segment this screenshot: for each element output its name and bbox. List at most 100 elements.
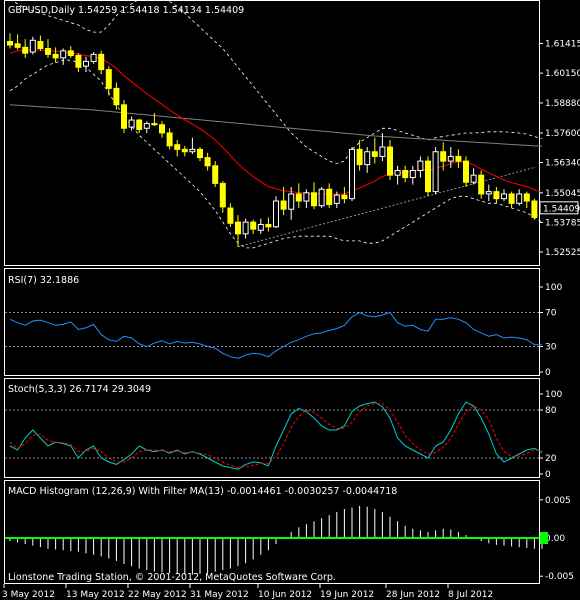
price-plot <box>7 0 545 249</box>
candle-body <box>508 193 515 204</box>
x-tick-label: 22 May 2012 <box>128 590 187 600</box>
candle-body <box>425 160 431 193</box>
candle-body <box>212 165 219 184</box>
candle-body <box>204 157 211 167</box>
candle-body <box>143 123 150 129</box>
candle-body <box>280 200 287 210</box>
candle-body <box>531 200 538 218</box>
bollinger-upper-line <box>10 0 543 164</box>
candle-body <box>14 43 21 48</box>
macd-header: MACD Histogram (12,26,9) With Filter MA(… <box>8 486 397 497</box>
candle-body <box>463 160 469 183</box>
candle-body <box>22 46 29 54</box>
candle-body <box>29 39 36 53</box>
rsi-y-tick-label: 0 <box>545 368 551 378</box>
x-tick-label: 3 May 2012 <box>2 590 55 600</box>
stoch-y-tick-label: 0 <box>545 470 551 480</box>
stoch-y-tick-label: 20 <box>545 454 557 464</box>
bollinger-lower-line <box>9 59 543 249</box>
candle-body <box>90 53 97 62</box>
candle-body <box>105 69 112 89</box>
candle-body <box>189 148 196 153</box>
price-y-tick-label: 1.58880 <box>545 99 580 109</box>
stoch-panel-frame <box>4 378 540 478</box>
candle-body <box>197 148 203 159</box>
candle-body <box>326 188 333 206</box>
moving-average-fast-line <box>9 49 543 195</box>
rsi-line <box>9 311 542 359</box>
x-tick-label: 13 May 2012 <box>66 590 125 600</box>
candle-body <box>295 193 302 202</box>
candle-body <box>273 200 279 228</box>
candle-body <box>303 192 310 202</box>
candle-body <box>227 207 234 224</box>
candle-body <box>60 50 67 59</box>
candle-body <box>409 170 416 179</box>
candle-body <box>516 193 523 204</box>
candle-body <box>242 221 249 235</box>
x-tick-label: 31 May 2012 <box>190 590 249 600</box>
macd-panel-frame <box>4 480 540 584</box>
candle-body <box>235 221 241 235</box>
candle-body <box>181 148 188 153</box>
price-y-tick-label: 1.52525 <box>545 248 580 258</box>
moving-average-slow-line <box>9 104 543 147</box>
candle-body <box>470 174 477 183</box>
macd-y-tick-label: 0.005 <box>545 496 571 506</box>
candle-body <box>166 132 173 147</box>
price-panel-frame <box>4 0 540 266</box>
rsi-y-tick-label: 100 <box>545 283 562 293</box>
candle-body <box>447 155 454 162</box>
price-header: GBPUSD,Daily 1.54259 1.54418 1.54134 1.5… <box>8 5 244 16</box>
macd-y-tick-label: 0.00 <box>545 534 565 544</box>
stoch-y-tick-label: 100 <box>545 390 562 400</box>
macd-plot <box>5 505 543 575</box>
x-tick-label: 10 Jun 2012 <box>258 590 312 600</box>
last-price-badge <box>539 201 579 215</box>
candle-body <box>440 151 447 162</box>
candle-body <box>417 160 424 172</box>
candle-body <box>174 144 181 150</box>
rsi-y-tick-label: 70 <box>545 309 557 319</box>
trendline <box>237 166 537 248</box>
candle-body <box>265 223 272 228</box>
last-price-label: 1.54409 <box>543 204 580 214</box>
candle-body <box>83 60 89 67</box>
rsi-panel-frame <box>4 268 540 376</box>
candle-body <box>523 193 530 202</box>
x-axis: 3 May 2012 13 May 2012 22 May 2012 31 May 2… <box>2 584 493 600</box>
candle-body <box>501 193 507 200</box>
stoch-y-tick-label: 80 <box>545 406 557 416</box>
candle-body <box>113 87 120 106</box>
x-tick-label: 19 Jun 2012 <box>320 590 374 600</box>
candle-body <box>371 151 378 157</box>
candle-body <box>493 191 500 200</box>
x-tick-label: 28 Jun 2012 <box>386 590 440 600</box>
candle-body <box>341 194 348 200</box>
candle-body <box>379 146 386 157</box>
stoch-header: Stoch(5,3,3) 26.7174 29.3049 <box>8 384 151 395</box>
candle-body <box>333 194 340 204</box>
price-y-tick-label: 1.55045 <box>545 189 580 199</box>
rsi-plot <box>5 311 542 359</box>
candle-body <box>128 119 135 128</box>
candle-body <box>432 151 439 193</box>
price-y-tick-label: 1.56340 <box>545 159 580 169</box>
price-y-tick-label: 1.53785 <box>545 218 580 228</box>
candle-body <box>52 53 59 59</box>
macd-zero-badge <box>540 532 548 544</box>
rsi-header: RSI(7) 32.1886 <box>8 275 79 286</box>
stoch-plot <box>5 401 543 470</box>
price-y-tick-label: 1.60150 <box>545 69 580 79</box>
x-tick-label: 8 Jul 2012 <box>448 590 493 600</box>
rsi-y-tick-label: 30 <box>545 343 557 353</box>
stoch-main-line <box>9 401 543 470</box>
candle-body <box>394 170 401 176</box>
candle-body <box>257 223 264 231</box>
candle-body <box>455 155 462 162</box>
candle-body <box>349 148 355 200</box>
candle-body <box>219 182 226 208</box>
candle-body <box>151 123 158 126</box>
